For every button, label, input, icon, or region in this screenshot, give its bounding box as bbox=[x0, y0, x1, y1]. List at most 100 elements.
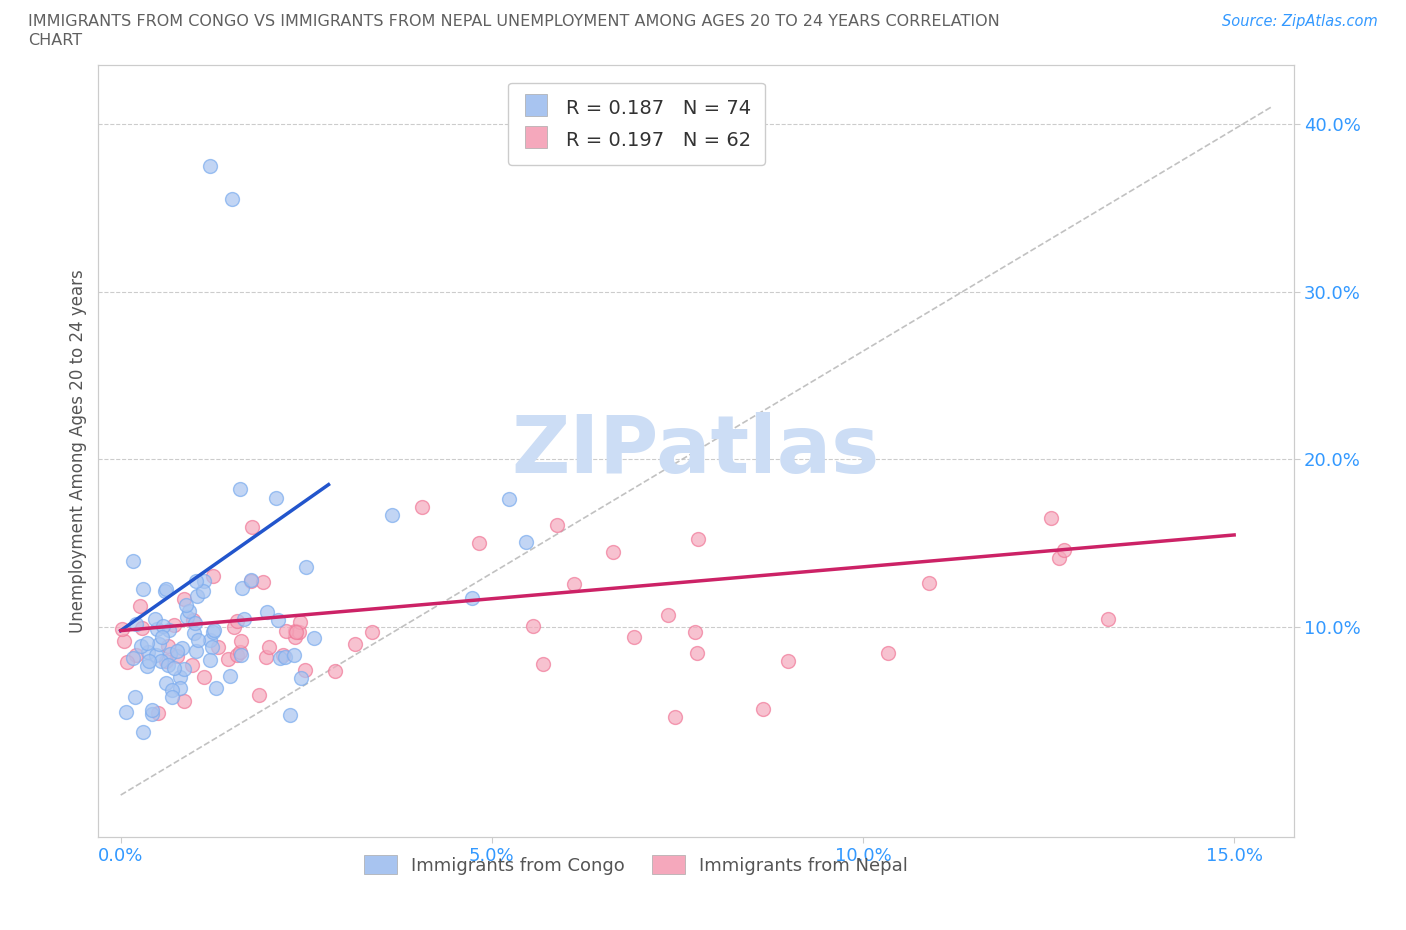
Point bbox=[115, 704, 138, 719]
Point bbox=[1039, 511, 1062, 525]
Point bbox=[918, 576, 941, 591]
Point bbox=[148, 637, 170, 652]
Point bbox=[173, 661, 195, 676]
Point bbox=[155, 581, 177, 596]
Point bbox=[198, 632, 221, 647]
Point bbox=[111, 621, 134, 636]
Point bbox=[145, 647, 167, 662]
Point bbox=[221, 192, 243, 206]
Point bbox=[181, 613, 204, 628]
Point bbox=[174, 598, 197, 613]
Point bbox=[146, 621, 169, 636]
Point bbox=[288, 625, 311, 640]
Point bbox=[163, 618, 186, 632]
Text: Source: ZipAtlas.com: Source: ZipAtlas.com bbox=[1222, 14, 1378, 29]
Point bbox=[169, 670, 191, 684]
Point bbox=[1047, 551, 1070, 565]
Point bbox=[686, 645, 709, 660]
Point bbox=[252, 575, 274, 590]
Point bbox=[254, 649, 277, 664]
Point bbox=[294, 560, 316, 575]
Point bbox=[240, 519, 263, 534]
Point bbox=[173, 591, 195, 606]
Point bbox=[193, 574, 215, 589]
Point bbox=[498, 491, 520, 506]
Point bbox=[152, 618, 174, 633]
Point bbox=[562, 577, 585, 591]
Point bbox=[207, 639, 229, 654]
Point bbox=[229, 644, 252, 659]
Point bbox=[778, 654, 800, 669]
Point bbox=[138, 654, 160, 669]
Point bbox=[264, 490, 287, 505]
Point bbox=[141, 702, 163, 717]
Point bbox=[323, 663, 346, 678]
Point bbox=[136, 658, 159, 673]
Point bbox=[159, 647, 181, 662]
Point bbox=[132, 581, 155, 596]
Point bbox=[135, 636, 157, 651]
Point bbox=[294, 662, 316, 677]
Point bbox=[170, 640, 193, 655]
Point bbox=[125, 647, 148, 662]
Point bbox=[180, 658, 202, 672]
Point bbox=[150, 630, 173, 644]
Point bbox=[411, 499, 433, 514]
Text: ZIPatlas: ZIPatlas bbox=[512, 412, 880, 490]
Point bbox=[155, 654, 177, 669]
Point bbox=[112, 633, 135, 648]
Point bbox=[125, 617, 148, 631]
Point bbox=[381, 507, 404, 522]
Point bbox=[184, 573, 207, 588]
Point bbox=[269, 650, 291, 665]
Point bbox=[173, 694, 195, 709]
Point bbox=[187, 632, 209, 647]
Point bbox=[149, 654, 172, 669]
Point bbox=[122, 651, 145, 666]
Point bbox=[225, 647, 247, 662]
Point bbox=[686, 531, 709, 546]
Point bbox=[284, 630, 307, 644]
Point bbox=[191, 584, 214, 599]
Point bbox=[239, 573, 262, 588]
Point bbox=[239, 572, 262, 587]
Point bbox=[132, 724, 155, 739]
Point bbox=[1053, 543, 1076, 558]
Point bbox=[201, 640, 224, 655]
Point bbox=[231, 580, 253, 595]
Point bbox=[657, 607, 679, 622]
Point bbox=[157, 658, 180, 672]
Point bbox=[278, 708, 301, 723]
Point bbox=[1097, 611, 1119, 626]
Point bbox=[186, 644, 208, 658]
Point bbox=[141, 707, 163, 722]
Point bbox=[160, 682, 183, 697]
Point bbox=[276, 623, 298, 638]
Point bbox=[183, 626, 205, 641]
Point bbox=[247, 687, 270, 702]
Point bbox=[146, 705, 169, 720]
Point bbox=[283, 647, 305, 662]
Point bbox=[224, 619, 246, 634]
Point bbox=[623, 630, 645, 644]
Point bbox=[257, 639, 280, 654]
Point bbox=[202, 622, 225, 637]
Point bbox=[546, 517, 568, 532]
Point bbox=[274, 649, 297, 664]
Point bbox=[169, 681, 191, 696]
Point bbox=[155, 675, 177, 690]
Point bbox=[198, 653, 221, 668]
Point bbox=[163, 660, 186, 675]
Point bbox=[515, 535, 537, 550]
Y-axis label: Unemployment Among Ages 20 to 24 years: Unemployment Among Ages 20 to 24 years bbox=[69, 269, 87, 633]
Point bbox=[166, 649, 188, 664]
Point bbox=[219, 669, 242, 684]
Point bbox=[751, 702, 773, 717]
Point bbox=[179, 604, 201, 618]
Point bbox=[232, 612, 254, 627]
Point bbox=[121, 553, 143, 568]
Point bbox=[229, 634, 252, 649]
Point bbox=[229, 481, 252, 496]
Point bbox=[531, 657, 554, 671]
Point bbox=[129, 598, 152, 613]
